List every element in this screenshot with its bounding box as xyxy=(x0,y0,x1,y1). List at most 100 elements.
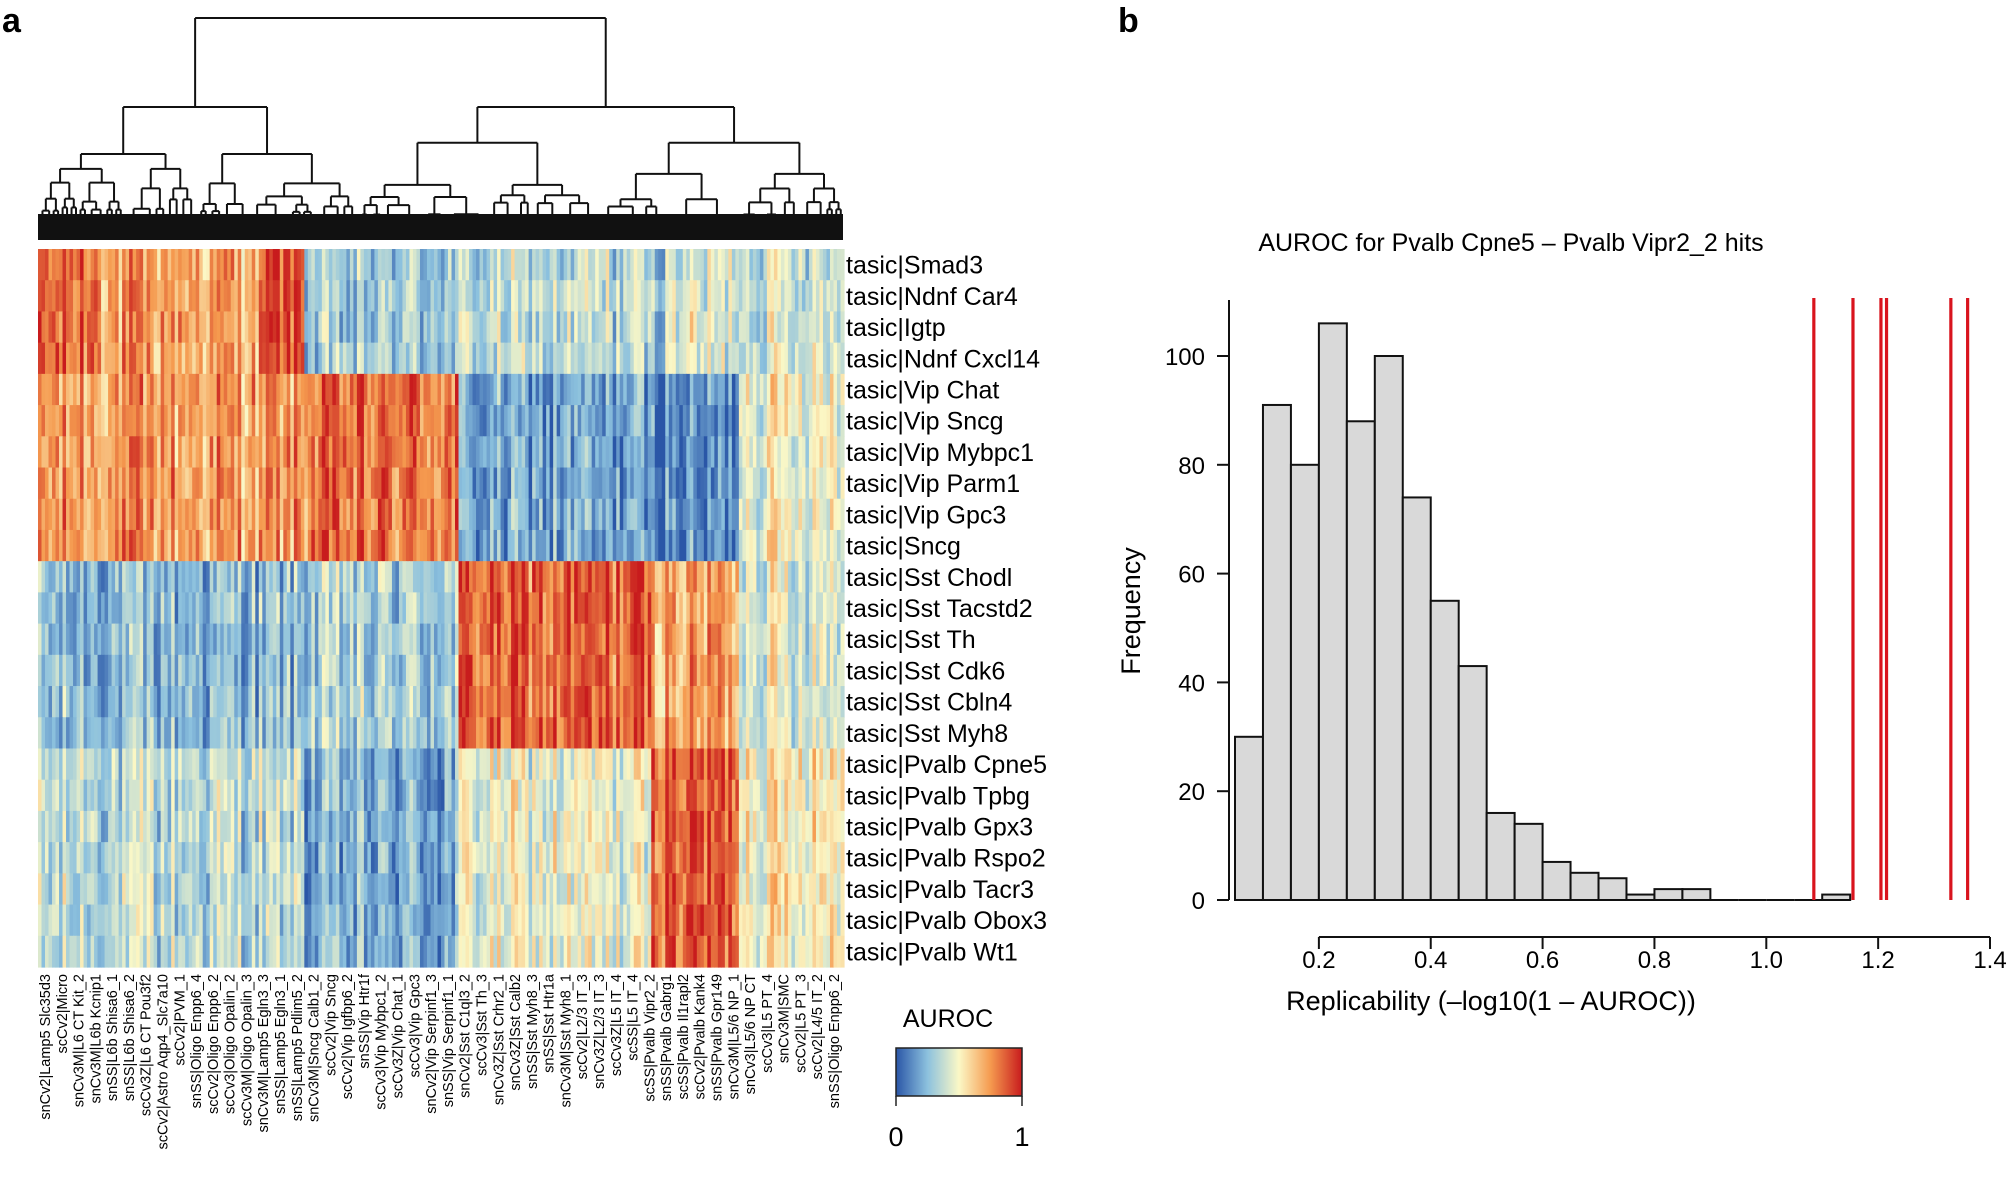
heatmap-cell xyxy=(76,592,81,625)
heatmap-cell xyxy=(255,436,260,469)
heatmap-cell xyxy=(423,249,428,281)
heatmap-cell xyxy=(97,311,102,344)
heatmap-cell xyxy=(360,686,365,718)
heatmap-cell xyxy=(230,561,235,593)
heatmap-cell xyxy=(553,717,558,750)
heatmap-cell xyxy=(304,623,309,656)
dendrogram xyxy=(38,17,843,240)
heatmap-cell xyxy=(570,373,575,406)
heatmap-cell xyxy=(125,467,130,500)
heatmap-cell xyxy=(248,592,253,625)
heatmap-cell xyxy=(279,249,284,281)
heatmap-cell xyxy=(374,467,379,500)
heatmap-cell xyxy=(528,654,533,687)
heatmap-cell xyxy=(122,748,127,781)
heatmap-cell xyxy=(518,748,523,781)
heatmap-cell xyxy=(500,779,505,812)
heatmap-cell xyxy=(584,405,589,437)
heatmap-cell xyxy=(535,249,540,281)
heatmap-cell xyxy=(465,311,470,344)
heatmap-cell xyxy=(423,311,428,344)
heatmap-cell xyxy=(398,405,404,437)
heatmap-cell xyxy=(234,529,239,562)
heatmap-cell xyxy=(377,654,383,687)
heatmap-cell xyxy=(66,561,71,593)
heatmap-cell xyxy=(609,561,614,593)
heatmap-cell xyxy=(76,623,81,656)
heatmap-cell xyxy=(455,561,460,593)
heatmap-cell xyxy=(402,592,407,625)
heatmap-cell xyxy=(129,498,134,531)
heatmap-cell xyxy=(241,342,246,375)
heatmap-cell xyxy=(346,623,351,656)
heatmap-cell xyxy=(276,810,281,843)
heatmap-cell xyxy=(794,748,800,781)
heatmap-cell xyxy=(829,779,835,812)
heatmap-cell xyxy=(181,249,186,281)
heatmap-cell xyxy=(388,498,393,531)
heatmap-cell xyxy=(185,561,190,593)
heatmap-cell xyxy=(55,623,60,656)
heatmap-cell xyxy=(325,311,330,344)
heatmap-cell xyxy=(668,373,673,406)
heatmap-cell xyxy=(490,623,495,656)
heatmap-cell xyxy=(206,436,211,469)
heatmap-cell xyxy=(766,592,771,625)
heatmap-cell xyxy=(556,311,561,344)
heatmap-cell xyxy=(377,686,383,718)
heatmap-cell xyxy=(707,623,712,656)
heatmap-cell xyxy=(441,686,446,718)
heatmap-cell xyxy=(679,810,684,843)
heatmap-cell xyxy=(567,623,572,656)
heatmap-cell xyxy=(192,498,197,531)
heatmap-cell xyxy=(143,436,148,469)
heatmap-cell xyxy=(216,373,221,406)
heatmap-cell xyxy=(213,717,218,750)
heatmap-cell xyxy=(731,623,736,656)
heatmap-cell xyxy=(248,249,253,281)
heatmap-cell xyxy=(511,717,516,750)
heatmap-cell xyxy=(262,810,267,843)
heatmap-cell xyxy=(45,842,50,874)
heatmap-cell xyxy=(497,311,502,344)
heatmap-cell xyxy=(808,623,814,656)
heatmap-cell xyxy=(234,654,239,687)
heatmap-cell xyxy=(469,311,474,344)
heatmap-cell xyxy=(283,529,288,562)
heatmap-cell xyxy=(69,779,74,812)
heatmap-cell xyxy=(805,436,810,469)
heatmap-cell xyxy=(384,498,390,531)
heatmap-cell xyxy=(651,686,656,718)
heatmap-cell xyxy=(311,842,316,874)
heatmap-cell xyxy=(342,311,347,344)
heatmap-cell xyxy=(710,686,715,718)
heatmap-cell xyxy=(759,654,764,687)
heatmap-cell xyxy=(45,748,50,781)
heatmap-cell xyxy=(577,249,582,281)
heatmap-cell xyxy=(402,311,407,344)
heatmap-cell xyxy=(419,436,425,469)
heatmap-cell xyxy=(353,592,358,625)
heatmap-cell xyxy=(143,810,148,843)
heatmap-cell xyxy=(780,436,786,469)
heatmap-cell xyxy=(430,342,435,375)
heatmap-cell xyxy=(493,529,498,562)
heatmap-cell xyxy=(833,436,838,469)
heatmap-cell xyxy=(230,748,235,781)
heatmap-cell xyxy=(584,810,589,843)
heatmap-cell xyxy=(76,467,81,500)
heatmap-cell xyxy=(749,467,754,500)
heatmap-cell xyxy=(419,686,425,718)
heatmap-cell xyxy=(801,717,807,750)
heatmap-cell xyxy=(658,810,663,843)
heatmap-cell xyxy=(318,529,323,562)
heatmap-cell xyxy=(111,436,116,469)
heatmap-cell xyxy=(500,592,505,625)
heatmap-cell xyxy=(455,623,460,656)
heatmap-cell xyxy=(412,686,418,718)
heatmap-cell xyxy=(602,717,607,750)
heatmap-cell xyxy=(286,748,291,781)
heatmap-cell xyxy=(528,779,533,812)
heatmap-cell xyxy=(293,373,298,406)
heatmap-cell xyxy=(248,779,253,812)
